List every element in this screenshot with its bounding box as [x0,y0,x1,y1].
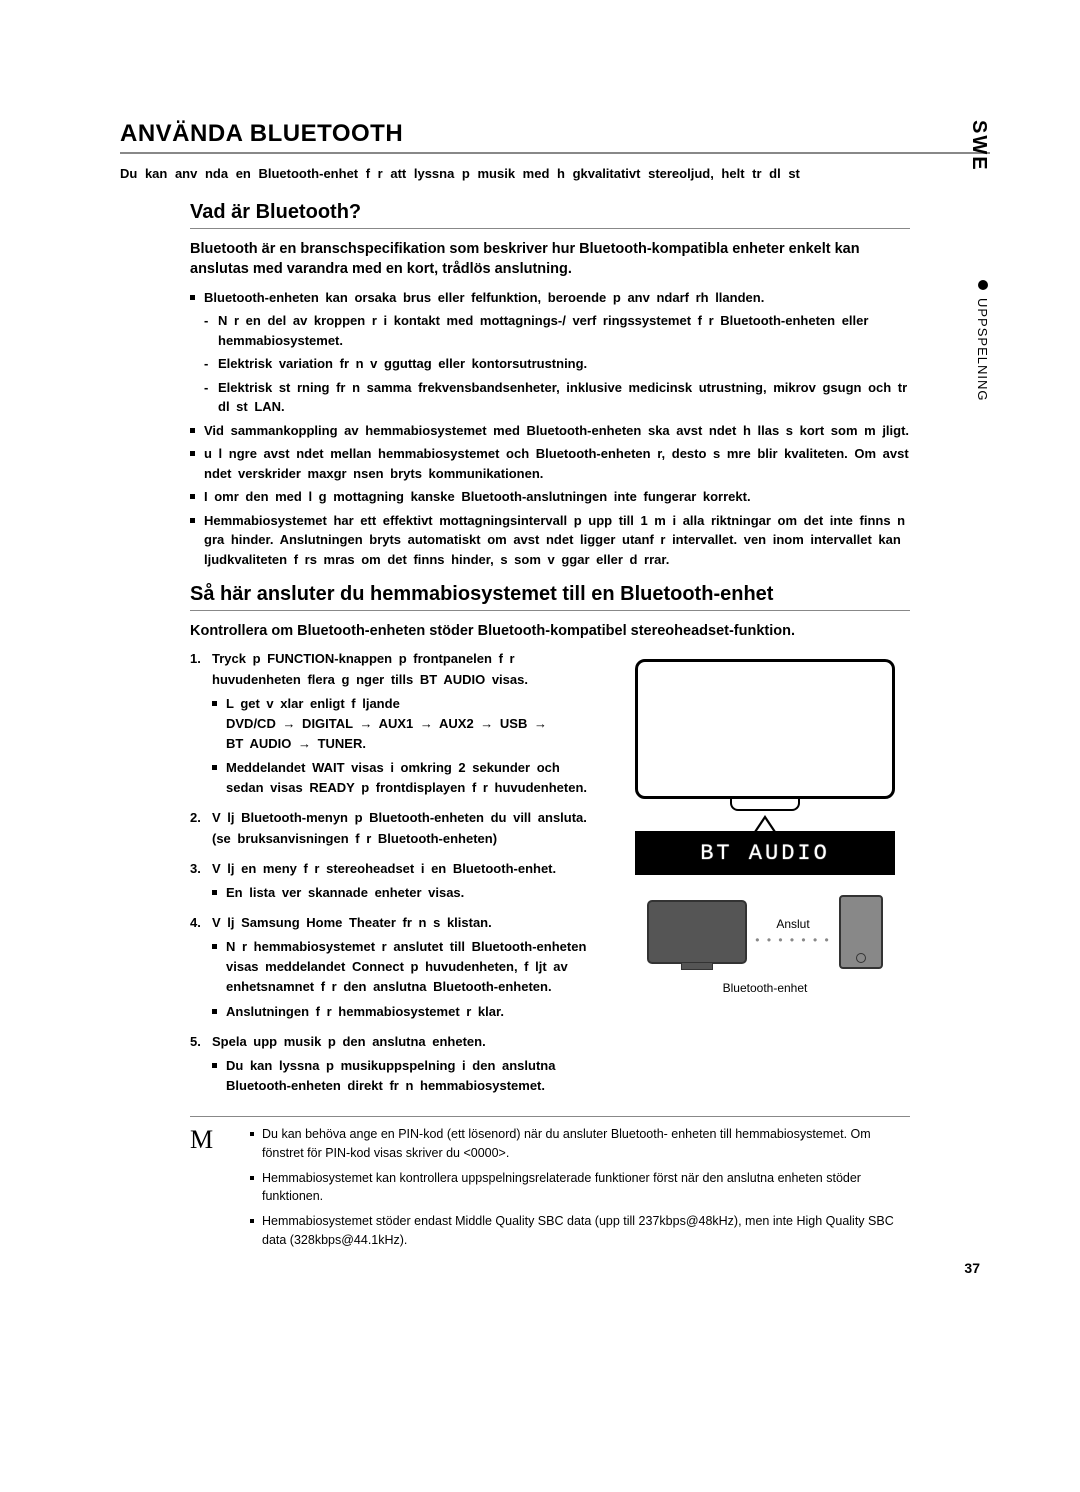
phone-icon [839,895,883,969]
note-item: Hemmabiosystemet kan kontrollera uppspel… [250,1169,910,1207]
note-item: Hemmabiosystemet stöder endast Middle Qu… [250,1212,910,1250]
page-number: 37 [964,1260,980,1276]
step-text: V lj en meny f r stereoheadset i en Blue… [212,861,556,876]
bullet: Bluetooth-enheten kan orsaka brus eller … [190,288,910,417]
sub-bullet: Elektrisk st rning fr n samma frekvensba… [204,378,910,417]
sub-bullets: N r en del av kroppen r i kontakt med mo… [204,311,910,417]
front-display: BT AUDIO [635,831,895,875]
section1-rule [190,228,910,229]
section1-heading: Vad är Bluetooth? [190,201,910,224]
section-tab-label: UPPSPELNING [975,298,990,401]
bullet-text: Bluetooth-enheten kan orsaka brus eller … [204,290,764,305]
step-text: Spela upp musik p den anslutna enheten. [212,1034,486,1049]
bullet: Hemmabiosystemet har ett effektivt motta… [190,511,910,570]
bullet: Vid sammankoppling av hemmabiosystemet m… [190,421,910,441]
step-note: En lista ver skannade enheter visas. [212,883,600,903]
connect-label: Anslut [755,917,830,931]
sub-bullet: N r en del av kroppen r i kontakt med mo… [204,311,910,350]
section-dot-icon [978,280,988,290]
section1-lead: Bluetooth är en branschspecifikation som… [190,239,910,280]
step-note: N r hemmabiosystemet r anslutet till Blu… [212,937,600,997]
step-5: Spela upp musik p den anslutna enheten. … [190,1032,600,1096]
note-box: M Du kan behöva ange en PIN-kod (ett lös… [190,1116,910,1256]
intro-text: Du kan anv nda en Bluetooth-enhet f r at… [120,166,990,181]
step-2: V lj Bluetooth-menyn p Bluetooth-enheten… [190,808,600,848]
tv-stand-icon [730,797,800,811]
step-note: L get v xlar enligt f ljande DVD/CD → DI… [212,694,600,754]
language-tab: SWE [967,120,990,172]
section-tab: UPPSPELNING [975,280,990,401]
display-text: BT AUDIO [700,841,830,866]
tv-figure: BT AUDIO [620,659,910,875]
tv-screen-icon [635,659,895,799]
speech-pointer-icon [753,815,777,833]
connect-dots-icon: • • • • • • • [755,933,830,947]
step-3: V lj en meny f r stereoheadset i en Blue… [190,859,600,903]
bullet: u l ngre avst ndet mellan hemmabiosystem… [190,444,910,483]
sub-bullet: Elektrisk variation fr n v gguttag eller… [204,354,910,374]
connection-figure: Anslut • • • • • • • Bluetooth-enhet [620,895,910,995]
note-marker-icon: M [190,1125,230,1256]
step-1: Tryck p FUNCTION-knappen p frontpanelen … [190,649,600,798]
step-note: Du kan lyssna p musikuppspelning i den a… [212,1056,600,1096]
step-4: V lj Samsung Home Theater fr n s klistan… [190,913,600,1022]
home-theater-icon [647,900,747,964]
page-title: ANVÄNDA BLUETOOTH [120,120,990,148]
note-list: Du kan behöva ange en PIN-kod (ett lösen… [250,1125,910,1256]
section2-heading: Så här ansluter du hemmabiosystemet till… [190,583,910,606]
section2-rule [190,610,910,611]
section2-lead: Kontrollera om Bluetooth-enheten stöder … [190,621,910,641]
step-note: Meddelandet WAIT visas i omkring 2 sekun… [212,758,600,798]
step-text: Tryck p FUNCTION-knappen p frontpanelen … [212,651,528,686]
steps-list: Tryck p FUNCTION-knappen p frontpanelen … [190,649,600,1096]
device-label: Bluetooth-enhet [620,981,910,995]
section1-bullets: Bluetooth-enheten kan orsaka brus eller … [190,288,910,570]
title-rule [120,152,990,154]
step-note: Anslutningen f r hemmabiosystemet r klar… [212,1002,600,1022]
step-text: V lj Samsung Home Theater fr n s klistan… [212,915,492,930]
note-item: Du kan behöva ange en PIN-kod (ett lösen… [250,1125,910,1163]
bullet: I omr den med l g mottagning kanske Blue… [190,487,910,507]
